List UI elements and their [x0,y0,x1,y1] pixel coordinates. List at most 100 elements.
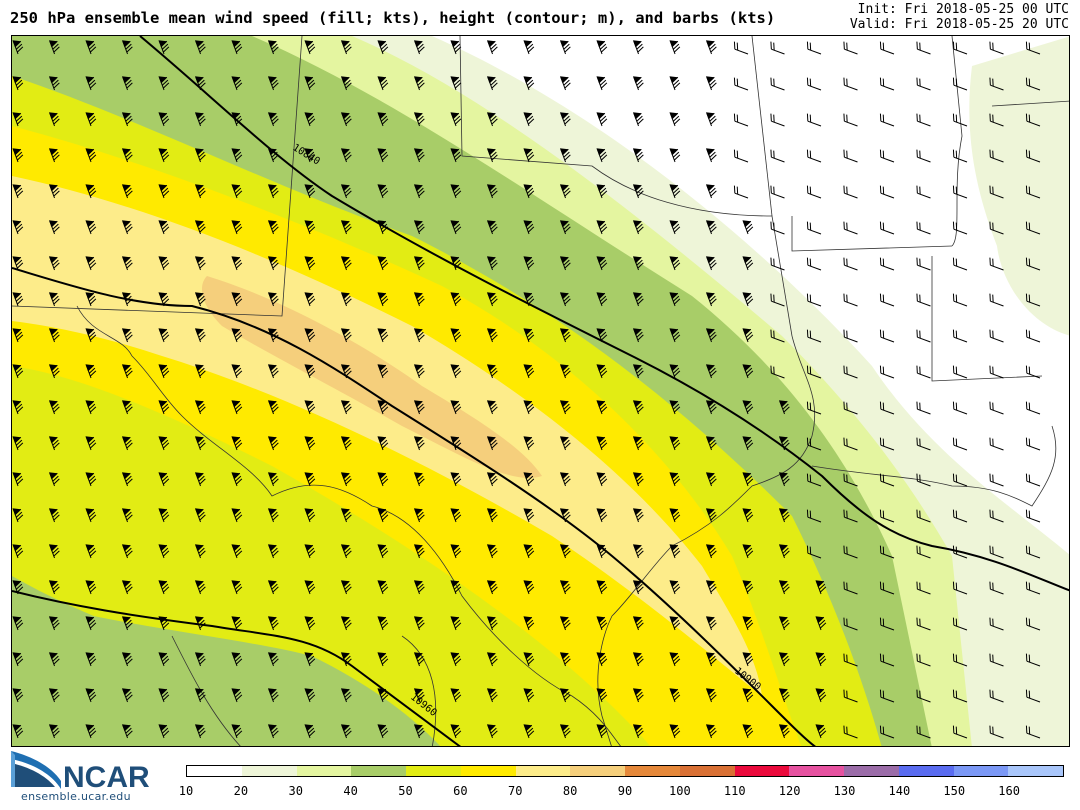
wind-barb [879,257,895,271]
wind-barb [952,77,968,91]
wind-barb [194,652,206,667]
wind-barb [815,724,827,739]
wind-barb [705,652,717,667]
wind-barb [669,112,681,127]
wind-barb [450,436,462,451]
wind-barb [879,329,895,343]
wind-barb [669,292,681,307]
wind-barb [486,364,498,379]
wind-barb [85,724,97,739]
wind-barb [559,400,571,415]
wind-barb [231,364,243,379]
wind-barb [85,400,97,415]
wind-barb [450,652,462,667]
wind-barb [843,617,858,631]
wind-barb [523,580,535,595]
wind-barb [559,652,571,667]
wind-barb [989,401,1004,415]
wind-barb [632,148,644,163]
wind-barb [806,437,822,451]
height-contours [12,36,1069,746]
wind-barb [12,292,24,307]
wind-barb [705,112,717,127]
wind-barb [85,220,97,235]
wind-barb [669,472,681,487]
wind-barb [806,257,822,271]
wind-barb [48,76,60,91]
wind-barb [523,436,535,451]
wind-barb [916,257,931,271]
wind-barb [806,221,822,235]
wind-barb [340,220,352,235]
wind-barb [705,400,717,415]
wind-barb [450,256,462,271]
wind-barb [231,148,243,163]
wind-barb [377,292,389,307]
wind-barb [705,220,717,235]
wind-barb [705,364,717,379]
wind-barb [596,220,608,235]
wind-barb [669,40,681,55]
wind-barb [989,293,1004,307]
wind-barb [158,400,170,415]
wind-barb [843,509,858,523]
wind-barb [377,580,389,595]
wind-barb [194,400,206,415]
wind-barb [231,580,243,595]
wind-barb [815,652,827,667]
wind-barb [304,472,316,487]
wind-barb [989,221,1004,235]
wind-barb [12,148,24,163]
wind-barb [843,257,858,271]
wind-barb [12,544,24,559]
wind-barb [559,112,571,127]
wind-barb [158,328,170,343]
wind-barb [815,688,827,703]
wind-barb [158,724,170,739]
wind-barb [778,508,790,523]
wind-barb [916,149,931,163]
wind-barb [705,40,717,55]
wind-barb [632,220,644,235]
wind-barb [596,508,608,523]
wind-barb [48,580,60,595]
wind-barb [12,112,24,127]
wind-barb [450,544,462,559]
wind-barb [596,256,608,271]
wind-barb [952,509,968,523]
wind-barb [733,113,749,127]
wind-barb [705,724,717,739]
wind-barb [231,436,243,451]
colorbar-swatch [679,766,735,776]
wind-barb [806,545,822,559]
wind-barb [48,688,60,703]
wind-barb [48,616,60,631]
wind-barb [559,616,571,631]
colorbar-tick-label: 140 [888,784,911,798]
wind-barb [632,364,644,379]
wind-barb [523,112,535,127]
wind-barb [12,328,24,343]
wind-barb [340,184,352,199]
wind-barb [559,688,571,703]
wind-barb [267,40,279,55]
wind-barb [486,148,498,163]
wind-barb [523,400,535,415]
wind-barb [340,616,352,631]
wind-barb [632,76,644,91]
wind-barb [952,617,968,631]
wind-barb [486,580,498,595]
wind-barb [48,544,60,559]
wind-barb [48,472,60,487]
wind-barb [843,401,858,415]
wind-barb [340,76,352,91]
wind-barb [669,616,681,631]
colorbar-swatch [406,766,461,776]
wind-barb [523,40,535,55]
wind-barb [952,293,968,307]
colorbar-labels: 10 20 30 40 50 60 70 80 90 100 110 120 130 140 150 160 [179,784,1064,800]
wind-barb [48,148,60,163]
wind-map[interactable]: 10840 10900 10960 [11,35,1070,747]
wind-barb [879,473,895,487]
wind-barb [486,292,498,307]
